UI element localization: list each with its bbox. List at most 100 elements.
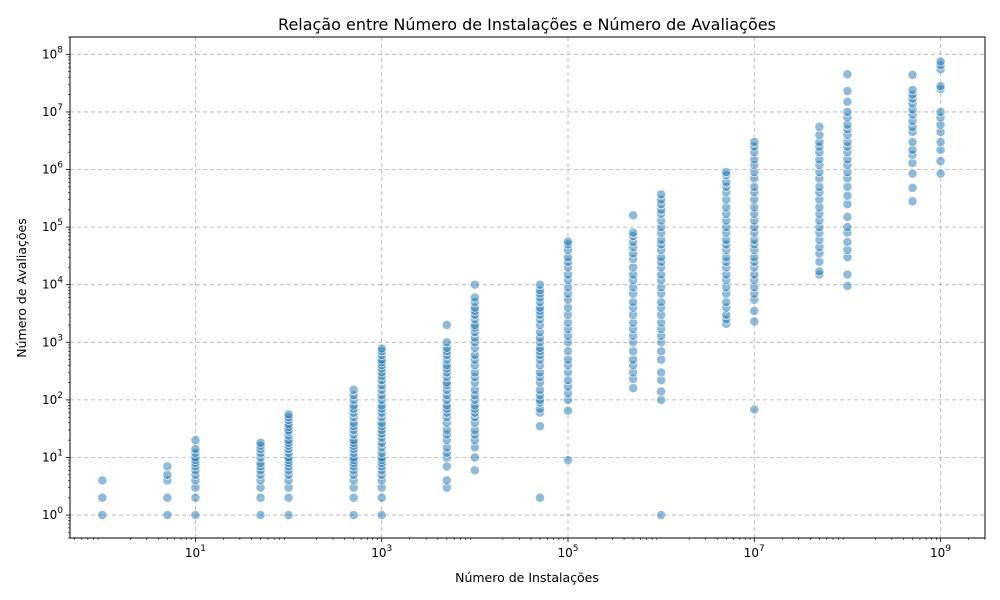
data-point bbox=[563, 354, 574, 365]
data-point bbox=[534, 492, 545, 503]
data-point bbox=[441, 337, 452, 348]
y-tick-label: 103 bbox=[42, 333, 63, 349]
data-point bbox=[628, 354, 639, 365]
data-point bbox=[656, 297, 667, 308]
data-point bbox=[441, 319, 452, 330]
data-point bbox=[469, 279, 480, 290]
y-tick-label: 107 bbox=[42, 103, 63, 119]
data-point bbox=[749, 404, 760, 415]
data-point bbox=[842, 211, 853, 222]
data-point bbox=[563, 346, 574, 357]
data-point bbox=[441, 461, 452, 472]
data-point bbox=[162, 461, 173, 472]
data-point bbox=[907, 85, 918, 96]
data-point bbox=[283, 510, 294, 521]
data-point bbox=[190, 492, 201, 503]
data-point bbox=[97, 492, 108, 503]
data-point bbox=[563, 236, 574, 247]
data-point bbox=[842, 86, 853, 97]
data-point bbox=[842, 181, 853, 192]
x-tick-label: 109 bbox=[930, 544, 951, 560]
y-tick-label: 105 bbox=[42, 218, 63, 234]
data-point bbox=[656, 367, 667, 378]
data-point bbox=[656, 510, 667, 521]
data-point bbox=[907, 196, 918, 207]
data-point bbox=[656, 394, 667, 405]
data-point bbox=[563, 405, 574, 416]
data-point bbox=[935, 106, 946, 117]
data-point bbox=[935, 56, 946, 67]
data-point bbox=[534, 421, 545, 432]
data-point bbox=[907, 182, 918, 193]
data-point bbox=[656, 189, 667, 200]
data-point bbox=[721, 297, 732, 308]
y-tick-label: 100 bbox=[42, 506, 63, 522]
data-point bbox=[749, 181, 760, 192]
data-point bbox=[97, 475, 108, 486]
data-point bbox=[842, 106, 853, 117]
data-point bbox=[162, 492, 173, 503]
data-points bbox=[97, 56, 946, 521]
data-point bbox=[190, 510, 201, 521]
data-point bbox=[814, 181, 825, 192]
data-point bbox=[283, 409, 294, 420]
data-point bbox=[935, 137, 946, 148]
y-axis-label: Número de Avaliações bbox=[14, 218, 29, 357]
data-point bbox=[255, 510, 266, 521]
data-point bbox=[935, 81, 946, 92]
y-tick-label: 108 bbox=[42, 45, 63, 61]
data-point bbox=[814, 256, 825, 267]
data-point bbox=[842, 280, 853, 291]
data-point bbox=[469, 465, 480, 476]
data-point bbox=[721, 167, 732, 178]
data-point bbox=[628, 346, 639, 357]
data-point bbox=[907, 69, 918, 80]
data-point bbox=[441, 475, 452, 486]
data-point bbox=[628, 227, 639, 238]
data-point bbox=[907, 168, 918, 179]
data-point bbox=[628, 383, 639, 394]
data-point bbox=[162, 469, 173, 480]
data-point bbox=[255, 437, 266, 448]
data-point bbox=[907, 137, 918, 148]
data-point bbox=[255, 492, 266, 503]
data-point bbox=[656, 346, 667, 357]
data-point bbox=[283, 492, 294, 503]
x-axis-ticks: 101 103 105 107 109 bbox=[73, 538, 986, 560]
data-point bbox=[842, 222, 853, 233]
x-tick-label: 101 bbox=[185, 544, 206, 560]
data-point bbox=[348, 510, 359, 521]
data-point bbox=[842, 69, 853, 80]
x-tick-label: 105 bbox=[557, 544, 578, 560]
x-tick-label: 107 bbox=[744, 544, 765, 560]
data-point bbox=[563, 455, 574, 466]
data-point bbox=[842, 190, 853, 201]
data-point bbox=[534, 279, 545, 290]
data-point bbox=[814, 121, 825, 132]
y-tick-label: 104 bbox=[42, 276, 63, 292]
data-point bbox=[749, 137, 760, 148]
data-point bbox=[749, 305, 760, 316]
data-point bbox=[628, 210, 639, 221]
data-point bbox=[749, 316, 760, 327]
data-point bbox=[814, 266, 825, 277]
y-tick-label: 102 bbox=[42, 391, 63, 407]
y-tick-label: 106 bbox=[42, 161, 63, 177]
y-axis-ticks: 100 101 102 103 104 105 106 107 108 bbox=[42, 36, 70, 539]
data-point bbox=[935, 156, 946, 167]
data-point bbox=[348, 492, 359, 503]
data-point bbox=[842, 237, 853, 248]
data-point bbox=[376, 510, 387, 521]
data-point bbox=[162, 510, 173, 521]
data-point bbox=[97, 510, 108, 521]
data-point bbox=[656, 354, 667, 365]
data-point bbox=[656, 386, 667, 397]
data-point bbox=[376, 343, 387, 354]
data-point bbox=[469, 292, 480, 303]
data-point bbox=[190, 435, 201, 446]
grid-lines bbox=[70, 37, 985, 538]
data-point bbox=[935, 168, 946, 179]
data-point bbox=[842, 96, 853, 107]
data-point bbox=[348, 384, 359, 395]
